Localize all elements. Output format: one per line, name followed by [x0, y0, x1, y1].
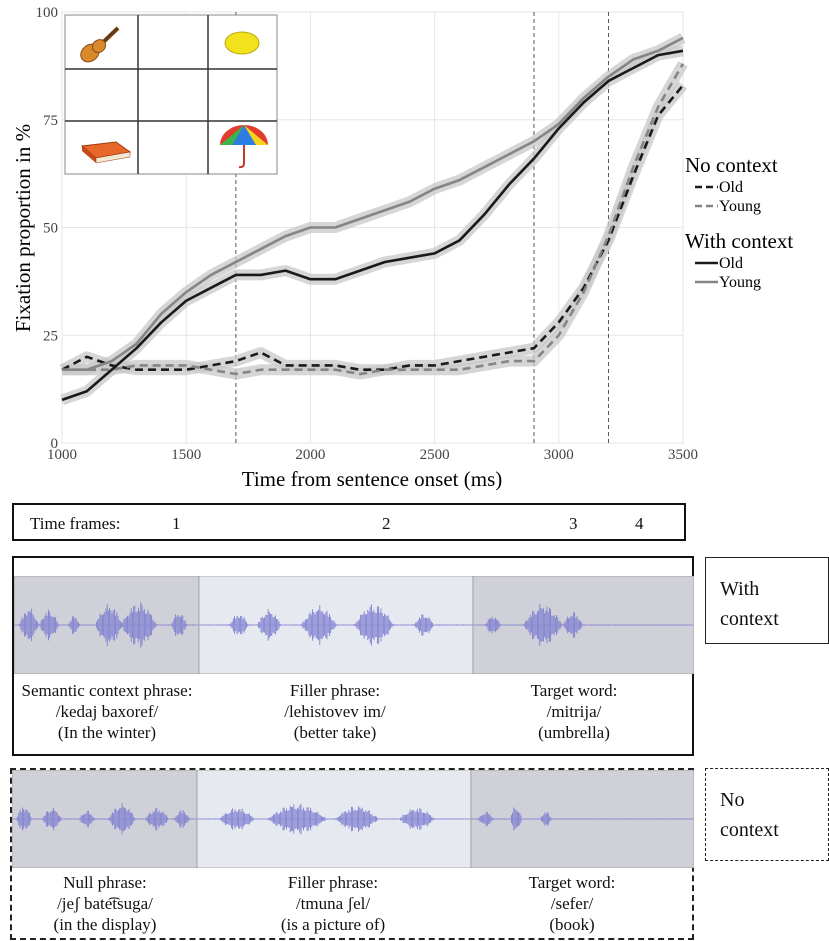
legend-label: Young — [719, 274, 761, 291]
y-axis-label: Fixation proportion in % — [11, 124, 35, 332]
panel: Null phrase: /jeʃ bate͡tsuga/ (in the disp… — [10, 768, 694, 940]
phrase-translation: (umbrella) — [538, 723, 610, 742]
phrase-caption: Target word: /sefer/ (book) — [447, 872, 697, 935]
phrase-title: Semantic context phrase: — [21, 681, 193, 700]
phrase-transcription: /tmuna ʃel/ — [295, 894, 371, 913]
condition-label: No context — [720, 789, 779, 841]
y-tick-label: 0 — [51, 436, 59, 452]
chart: No context Old Young With context Old Young T… — [11, 5, 793, 491]
phrase-caption: Null phrase: /jeʃ bate͡tsuga/ (in the disp… — [0, 872, 230, 935]
legend-title: With context — [685, 229, 793, 253]
y-tick-label: 25 — [43, 328, 58, 344]
phrase-transcription: /jeʃ bate͡tsuga/ — [57, 894, 153, 913]
series-line — [62, 36, 684, 372]
timeframe-number: 3 — [569, 514, 578, 533]
phrase-caption: Filler phrase: /tmuna ʃel/ (is a picture o… — [208, 872, 458, 935]
phrase-transcription: /lehistovev im/ — [284, 702, 386, 721]
condition-label: With context — [720, 578, 779, 630]
timeframe-number: 2 — [382, 514, 391, 533]
legend: No context Old Young With context Old Young — [685, 153, 793, 291]
x-tick-label: 1000 — [47, 447, 77, 463]
phrase-title: Target word: — [530, 681, 618, 700]
phrase-caption: Target word: /mitrija/ (umbrella) — [449, 680, 699, 743]
phrase-translation: (is a picture of) — [280, 915, 386, 934]
timeframes-label: Time frames: — [30, 514, 121, 533]
phrase-title: Null phrase: — [63, 873, 147, 892]
legend-label: Old — [719, 179, 743, 196]
legend-label: Old — [719, 255, 743, 272]
phrase-title: Target word: — [528, 873, 616, 892]
phrase-caption: Semantic context phrase: /kedaj baxoref/ (… — [0, 680, 232, 743]
y-tick-label: 50 — [43, 221, 58, 237]
phrase-translation: (In the winter) — [57, 723, 157, 742]
book-icon — [80, 141, 132, 164]
visual-display — [64, 14, 278, 175]
legend-label: Young — [719, 198, 761, 215]
timeframe-number: 4 — [635, 514, 644, 533]
lines — [61, 36, 685, 402]
waveform-strip — [14, 576, 694, 674]
phrase-transcription: /sefer/ — [550, 894, 594, 913]
y-tick-label: 75 — [43, 113, 58, 129]
series-line — [61, 49, 684, 402]
phrase-caption: Filler phrase: /lehistovev im/ (better tak… — [210, 680, 460, 743]
timeframes-box: Time frames: 1 2 3 4 — [12, 503, 686, 541]
x-tick-label: 1500 — [171, 447, 201, 463]
guitar-icon — [80, 26, 120, 63]
condition-box: With context — [705, 557, 829, 644]
x-axis-label: Time from sentence onset (ms) — [242, 467, 503, 491]
x-tick-label: 2500 — [420, 447, 450, 463]
phrase-transcription: /kedaj baxoref/ — [55, 702, 159, 721]
lemon-icon — [224, 31, 260, 55]
panel: Semantic context phrase: /kedaj baxoref/ (… — [12, 556, 694, 756]
phrase-transcription: /mitrija/ — [546, 702, 602, 721]
x-tick-label: 3000 — [544, 447, 574, 463]
x-tick-label: 2000 — [295, 447, 325, 463]
timeframe-number: 1 — [172, 514, 181, 533]
umbrella-icon — [220, 125, 268, 169]
series-line — [61, 84, 685, 372]
x-tick-label: 3500 — [668, 447, 698, 463]
phrase-translation: (book) — [549, 915, 595, 934]
phrase-translation: (in the display) — [53, 915, 157, 934]
y-tick-label: 100 — [36, 5, 59, 21]
legend-title: No context — [685, 153, 778, 177]
waveform-strip — [12, 770, 694, 868]
phrase-title: Filler phrase: — [287, 873, 379, 892]
condition-box: No context — [705, 768, 829, 861]
phrase-title: Filler phrase: — [289, 681, 381, 700]
series-line — [62, 63, 685, 376]
phrase-translation: (better take) — [293, 723, 377, 742]
